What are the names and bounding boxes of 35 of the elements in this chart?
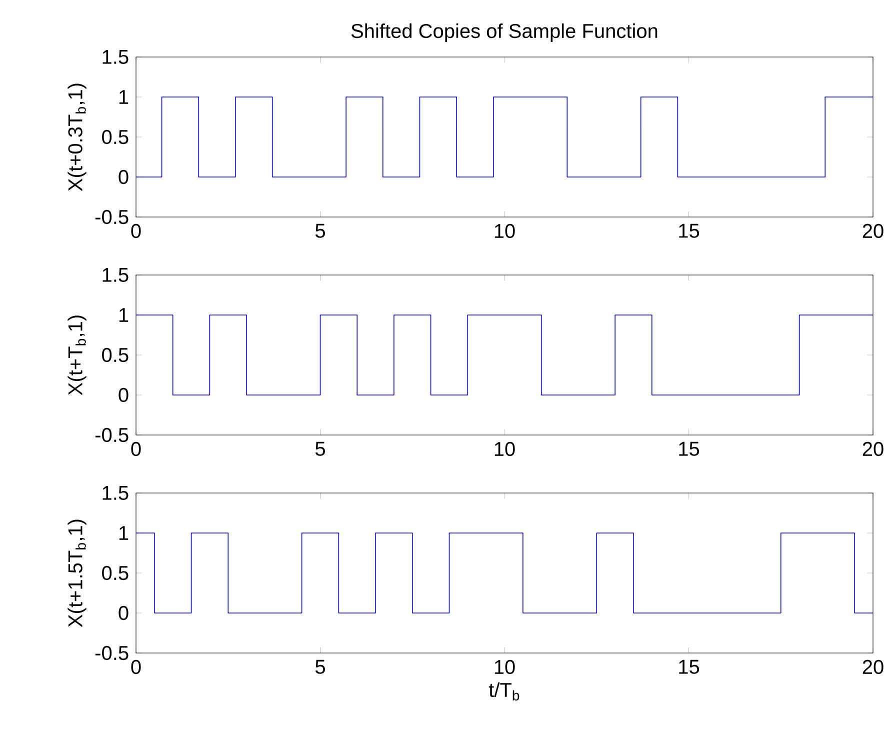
y-tick-label: 1.5 bbox=[102, 268, 128, 282]
y-tick-label: 0.5 bbox=[102, 348, 128, 362]
x-tick-label: 20 bbox=[862, 442, 884, 456]
x-tick-label: 15 bbox=[679, 442, 700, 456]
chart-title: Shifted Copies of Sample Function bbox=[351, 23, 658, 42]
x-tick-label: 15 bbox=[679, 224, 700, 238]
y-tick-label: -0.5 bbox=[95, 428, 128, 442]
x-tick-label: 10 bbox=[494, 224, 515, 238]
x-tick-label: 5 bbox=[315, 660, 325, 674]
x-tick-label: 10 bbox=[494, 442, 515, 456]
y-tick-label: 1.5 bbox=[102, 50, 128, 64]
y-tick-label: 1.5 bbox=[102, 486, 128, 500]
x-tick-label: 0 bbox=[131, 224, 141, 238]
x-tick-label: 5 bbox=[315, 224, 325, 238]
y-tick-label: 0 bbox=[118, 170, 128, 184]
y-tick-label: 0.5 bbox=[102, 566, 128, 580]
y-axis-title: X(t+1.5T$_{b}$,1) bbox=[68, 520, 86, 628]
y-tick-label: -0.5 bbox=[95, 210, 128, 224]
x-tick-label: 20 bbox=[862, 224, 884, 238]
y-axis-title: X(t+0.3T$_{b}$,1) bbox=[68, 84, 86, 192]
y-tick-label: 0.5 bbox=[102, 130, 128, 144]
y-tick-label: -0.5 bbox=[95, 646, 128, 660]
x-tick-label: 5 bbox=[315, 442, 325, 456]
y-tick-label: 0 bbox=[118, 606, 128, 620]
x-tick-label: 0 bbox=[131, 442, 141, 456]
x-tick-label: 0 bbox=[131, 660, 141, 674]
y-axis-title: X(t+T$_{b}$,1) bbox=[68, 316, 86, 396]
x-tick-label: 15 bbox=[679, 660, 700, 674]
x-axis-title: t/T$_{b}$ bbox=[488, 682, 520, 701]
x-tick-label: 20 bbox=[862, 660, 884, 674]
y-tick-label: 0 bbox=[118, 388, 128, 402]
y-tick-label: 1 bbox=[119, 526, 128, 540]
x-tick-label: 10 bbox=[494, 660, 515, 674]
y-tick-label: 1 bbox=[119, 90, 128, 104]
y-tick-label: 1 bbox=[119, 308, 128, 322]
